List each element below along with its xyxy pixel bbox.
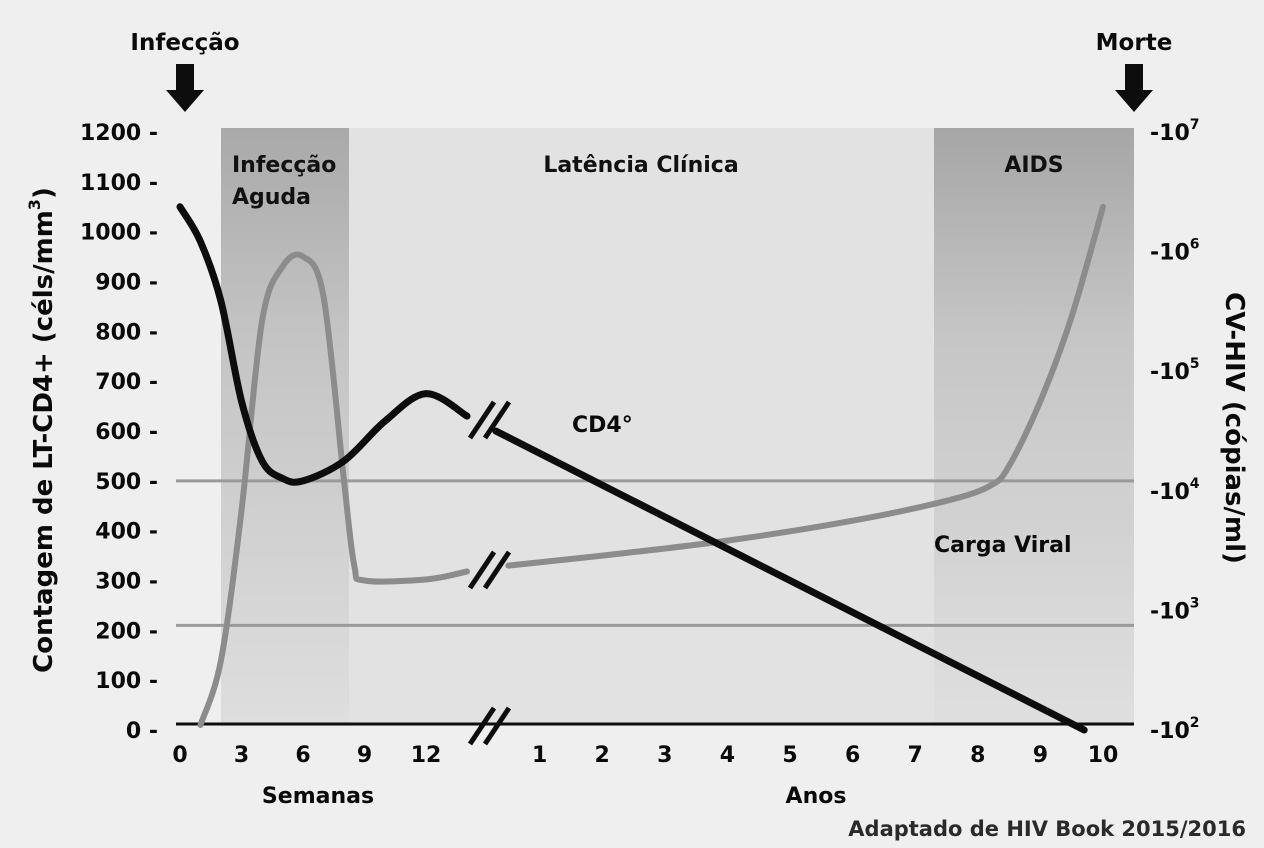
left-tick-label: 1000 - (80, 221, 158, 246)
infection-event-label: Infecção (130, 30, 239, 56)
x-axis-ticks: 0 3 6 9 12 1 2 3 4 5 6 7 8 9 10 (172, 743, 1118, 768)
right-tick-label: -106 (1150, 237, 1200, 266)
break-mark (482, 550, 512, 590)
acute-phase-label-1: Infecção (232, 153, 336, 178)
cd4-series-label: CD4° (572, 413, 633, 438)
latency-phase-band (349, 128, 934, 726)
left-tick-label: 600 - (95, 420, 158, 445)
x-tick-years: 8 (970, 743, 985, 768)
right-tick-base: -10 (1150, 121, 1190, 146)
x-tick-years: 5 (782, 743, 797, 768)
death-event-label: Morte (1096, 30, 1173, 56)
left-tick-label: 400 - (95, 520, 158, 545)
right-tick-exponent: 6 (1190, 237, 1200, 253)
latency-phase-label: Latência Clínica (543, 153, 738, 178)
left-tick-label: 0 - (126, 719, 158, 744)
left-tick-label: 1100 - (80, 171, 158, 196)
left-tick-label: 200 - (95, 619, 158, 644)
right-tick-base: -10 (1150, 480, 1190, 505)
x-tick-years: 9 (1033, 743, 1048, 768)
x-tick-years: 10 (1088, 743, 1119, 768)
right-tick-exponent: 2 (1190, 715, 1200, 731)
right-tick-base: -10 (1150, 719, 1190, 744)
cd4-line-years (492, 427, 1088, 734)
left-tick-label: 1200 - (80, 121, 158, 146)
right-tick-base: -10 (1150, 241, 1190, 266)
viral-load-line-years (505, 203, 1106, 569)
acute-phase-label-2: Aguda (232, 185, 311, 210)
right-tick-exponent: 7 (1190, 117, 1200, 133)
right-tick-base: -10 (1150, 360, 1190, 385)
left-tick-label: 700 - (95, 370, 158, 395)
years-axis-label: Anos (786, 784, 847, 809)
left-tick-label: 900 - (95, 271, 158, 296)
left-tick-label: 500 - (95, 470, 158, 495)
left-tick-label: 800 - (95, 320, 158, 345)
break-mark (467, 706, 497, 746)
left-axis-title: Contagem de LT-CD4+ (céls/mm3) (25, 187, 59, 673)
break-mark (467, 550, 497, 590)
x-tick-years: 1 (532, 743, 547, 768)
right-tick-label: -102 (1150, 715, 1200, 744)
left-axis-title-main: Contagem de LT-CD4+ (céls/mm (29, 210, 59, 673)
left-tick-label: 100 - (95, 669, 158, 694)
right-tick-label: -104 (1150, 476, 1200, 505)
cd4-line-weeks (176, 203, 471, 486)
right-tick-label: -105 (1150, 356, 1200, 385)
right-tick-label: -103 (1150, 595, 1200, 624)
aids-phase-label: AIDS (1004, 153, 1063, 178)
x-tick-weeks: 6 (295, 743, 310, 768)
axis-break-baseline (467, 706, 512, 746)
source-caption: Adaptado de HIV Book 2015/2016 (848, 817, 1246, 841)
right-tick-base: -10 (1150, 599, 1190, 624)
axis-break-viral (467, 550, 512, 590)
x-tick-years: 3 (657, 743, 672, 768)
right-tick-label: -107 (1150, 117, 1200, 146)
x-tick-years: 6 (845, 743, 860, 768)
infection-arrow-icon (166, 64, 204, 112)
right-tick-exponent: 3 (1190, 595, 1200, 611)
left-y-axis-ticks: 0 - 100 - 200 - 300 - 400 - 500 - 600 - 700 - 80… (80, 121, 158, 744)
series-layer (176, 203, 1106, 734)
weeks-axis-label: Semanas (262, 784, 374, 809)
x-tick-years: 7 (908, 743, 923, 768)
x-tick-weeks: 0 (172, 743, 187, 768)
right-axis-title: CV-HIV (cópias/ml) (1219, 292, 1249, 564)
x-tick-years: 2 (595, 743, 610, 768)
left-axis-title-end: ) (29, 187, 59, 199)
death-arrow-icon (1115, 64, 1153, 112)
right-y-axis-ticks: -102-103-104-105-106-107 (1150, 117, 1200, 744)
acute-phase-band (221, 128, 349, 726)
left-axis-title-sup: 3 (25, 199, 44, 210)
right-tick-exponent: 4 (1190, 476, 1200, 492)
reference-lines (176, 479, 1134, 627)
viral-load-line-weeks (197, 251, 470, 728)
aids-phase-band (934, 128, 1134, 726)
right-tick-exponent: 5 (1190, 356, 1200, 372)
viral-load-series-label: Carga Viral (934, 533, 1072, 558)
break-mark (467, 400, 497, 440)
x-tick-weeks: 9 (357, 743, 372, 768)
x-tick-years: 4 (720, 743, 735, 768)
left-tick-label: 300 - (95, 570, 158, 595)
break-mark (482, 706, 512, 746)
x-tick-weeks: 3 (234, 743, 249, 768)
axis-break-cd4 (467, 400, 512, 440)
break-mark (482, 400, 512, 440)
x-tick-weeks: 12 (411, 743, 442, 768)
